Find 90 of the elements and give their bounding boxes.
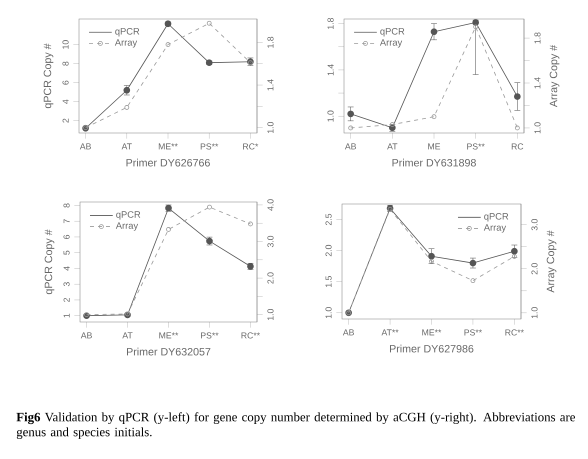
y-tick-label: 1.0 xyxy=(325,307,332,318)
y-tick-label: 4 xyxy=(62,99,69,104)
point xyxy=(512,254,517,259)
y2-axis-title: Array Copy # xyxy=(546,230,556,293)
y-tick-label: 7 xyxy=(64,219,70,224)
y2-tick-label: 1.0 xyxy=(531,307,538,318)
x-axis-title: Primer DY631898 xyxy=(392,158,476,167)
point xyxy=(166,42,170,47)
y-tick-label: 2 xyxy=(64,298,70,302)
x-tick-label: RC** xyxy=(242,332,260,339)
y-tick-label: 8 xyxy=(63,203,70,208)
y-tick-label: 2.0 xyxy=(325,244,332,256)
point xyxy=(473,24,478,30)
legend-label: qPCR xyxy=(380,28,404,36)
legend-label: Array xyxy=(116,222,138,231)
point xyxy=(248,222,253,226)
x-tick-label: ME xyxy=(428,143,440,150)
y-tick-label: 6 xyxy=(63,234,70,239)
y2-tick-label: 2.0 xyxy=(531,263,538,274)
y-tick-label: 2 xyxy=(62,118,69,123)
x-tick-label: RC xyxy=(512,143,524,150)
y-tick-label: 1.4 xyxy=(328,64,334,76)
y2-tick-label: 3.0 xyxy=(267,236,274,248)
y2-tick-label: 1.0 xyxy=(534,122,541,134)
x-tick-label: AB xyxy=(344,143,356,150)
x-tick-label: AT xyxy=(122,332,133,338)
point xyxy=(429,258,434,264)
point xyxy=(470,278,476,284)
y-tick-label: 1.5 xyxy=(326,276,332,288)
legend-label: qPCR xyxy=(116,211,140,220)
y-tick-label: 1.8 xyxy=(327,18,334,29)
point xyxy=(348,126,354,130)
legend-label: qPCR xyxy=(115,28,140,36)
y-tick-label: 6 xyxy=(62,80,69,85)
y-axis-title: qPCR Copy # xyxy=(44,43,54,108)
x-axis-title: Primer DY627986 xyxy=(390,344,474,353)
y-tick-label: 2.5 xyxy=(325,214,332,226)
y2-axis-title: Array Copy # xyxy=(550,44,560,108)
point xyxy=(207,204,212,210)
point xyxy=(166,227,171,232)
x-tick-label: AT** xyxy=(382,329,399,336)
y2-tick-label: 1.0 xyxy=(267,308,274,320)
y2-tick-label: 1.8 xyxy=(267,36,274,48)
point xyxy=(206,20,212,26)
x-tick-label: PS** xyxy=(201,332,218,339)
x-axis-title: Primer DY626766 xyxy=(126,158,210,167)
x-tick-label: PS** xyxy=(464,329,482,336)
legend-label: Array xyxy=(484,224,506,233)
y-tick-label: 1.0 xyxy=(327,110,334,122)
legend-label: Array xyxy=(114,39,138,48)
x-tick-label: RC* xyxy=(243,143,258,150)
x-tick-label: AB xyxy=(80,332,92,338)
y-axis-title: qPCR Copy # xyxy=(44,229,54,294)
point xyxy=(472,19,480,26)
y2-tick-label: 3.0 xyxy=(531,219,538,230)
legend-label: Array xyxy=(380,39,402,48)
x-tick-label: ME** xyxy=(422,329,442,336)
legend-label: qPCR xyxy=(484,213,508,222)
point xyxy=(428,252,435,260)
y-tick-label: 3 xyxy=(63,282,70,286)
x-tick-label: AB xyxy=(342,329,354,336)
point xyxy=(511,248,518,255)
y-tick-label: 4 xyxy=(64,266,70,271)
y-tick-label: 1 xyxy=(64,314,70,318)
x-tick-label: ME** xyxy=(159,332,178,338)
point xyxy=(470,260,476,266)
x-tick-label: ME** xyxy=(158,143,178,150)
y-tick-label: 8 xyxy=(62,62,69,66)
x-tick-label: PS** xyxy=(467,143,485,150)
point xyxy=(347,110,354,118)
point xyxy=(514,93,521,100)
y2-tick-label: 2.0 xyxy=(267,272,274,284)
point xyxy=(514,126,520,130)
point xyxy=(430,28,438,36)
text: Fig6 Validation by qPCR (y-left) for gene copy number determined by aCGH (y-right). Abbreviations are genus and species initials. xyxy=(16,412,575,439)
point xyxy=(124,105,130,110)
y2-tick-label: 1.8 xyxy=(534,32,541,44)
y-tick-label: 5 xyxy=(64,250,70,255)
y2-tick-label: 1.4 xyxy=(534,77,540,88)
y2-tick-label: 1.0 xyxy=(267,122,274,134)
x-tick-label: AB xyxy=(80,143,91,150)
x-tick-label: RC** xyxy=(505,329,524,336)
y2-tick-label: 1.4 xyxy=(267,79,274,90)
x-axis-title: Primer DY632057 xyxy=(126,348,210,356)
y2-tick-label: 4.0 xyxy=(267,199,274,211)
x-tick-label: AT xyxy=(387,143,398,150)
y-tick-label: 10 xyxy=(62,40,69,49)
point xyxy=(432,114,436,120)
x-tick-label: AT xyxy=(122,143,132,150)
x-tick-label: PS** xyxy=(200,143,218,150)
